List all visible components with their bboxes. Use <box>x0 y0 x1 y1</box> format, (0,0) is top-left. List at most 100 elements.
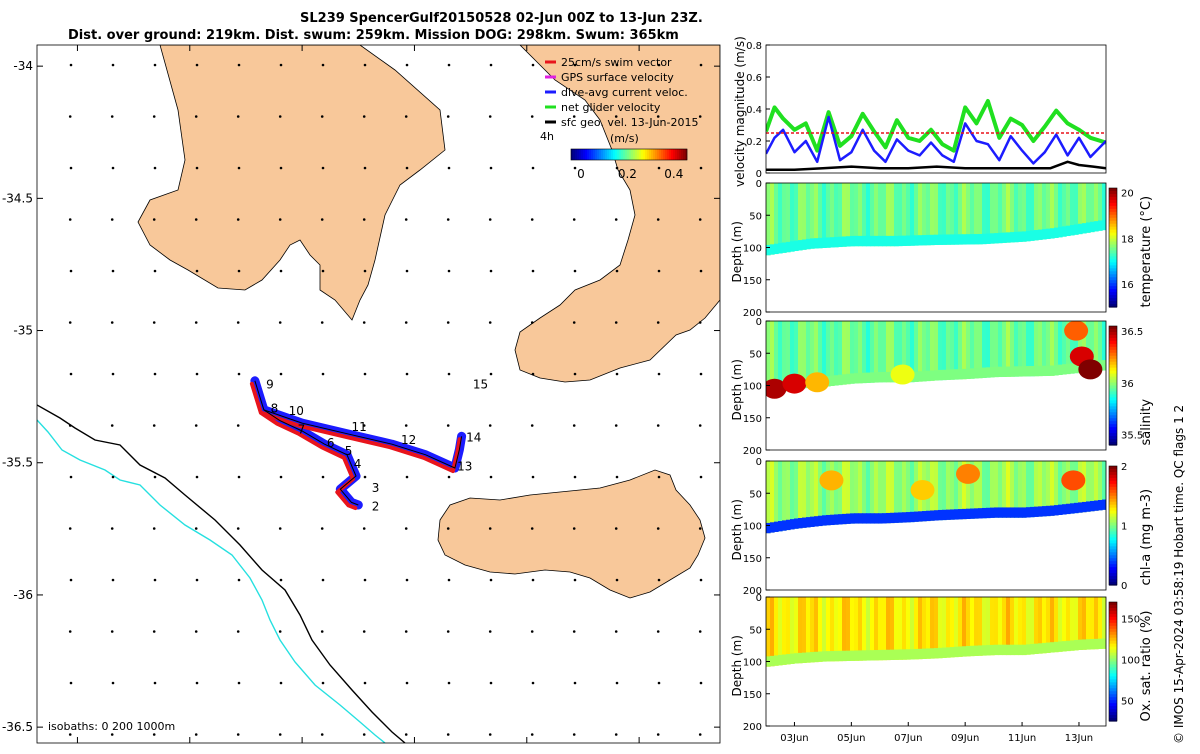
time-step-label: 4h <box>540 130 554 143</box>
time-axis: 03Jun 05Jun 07Jun 09Jun 11Jun 13Jun <box>780 722 1093 744</box>
section-bottom-layer <box>862 235 867 247</box>
section-ytick-label: 150 <box>743 554 762 565</box>
section-cell <box>830 321 835 386</box>
map-colorbar-cell <box>613 149 616 160</box>
section-colorbar-cell <box>1109 667 1117 672</box>
section-colorbar-cell <box>1109 576 1117 580</box>
title-line-1: SL239 SpencerGulf20150528 02-Jun 00Z to … <box>300 11 703 26</box>
section-hotspot <box>766 378 787 399</box>
map-colorbar-cell <box>595 149 598 160</box>
geo-velocity-dot <box>614 218 618 221</box>
section-colorbar-cell <box>1109 421 1117 425</box>
map-colorbar-cell <box>657 149 660 160</box>
section-bottom-layer <box>838 650 843 662</box>
geo-velocity-dot <box>321 475 325 479</box>
map-colorbar-cell <box>649 149 652 160</box>
section-cell <box>826 597 831 662</box>
section-colorbar-cell <box>1109 607 1117 612</box>
section-cell <box>786 597 791 665</box>
section-bottom-layer <box>978 233 983 245</box>
geo-velocity-dot <box>488 527 492 530</box>
geo-velocity-dot <box>573 166 577 170</box>
map-colorbar-cell <box>671 149 674 160</box>
section-cell <box>886 321 891 383</box>
geo-velocity-dot <box>446 218 450 221</box>
section-ytick-label: 100 <box>743 658 762 669</box>
section-cell <box>790 321 795 390</box>
geo-velocity-dot <box>279 269 283 273</box>
section-cell <box>874 321 879 383</box>
geo-velocity-dot <box>194 321 198 324</box>
section-colorbar-cell <box>1109 274 1117 278</box>
section-cell <box>1006 461 1011 518</box>
section-cell <box>894 321 899 383</box>
geo-velocity-dot <box>68 115 72 118</box>
section-colorbar-cell <box>1109 549 1117 553</box>
section-cell <box>914 321 919 382</box>
section-bottom-layer <box>1014 231 1019 243</box>
section-cell <box>1042 597 1047 654</box>
section-colorbar-cell <box>1109 352 1117 357</box>
section-bottom-layer <box>1090 500 1095 512</box>
geo-velocity-dot <box>657 681 661 685</box>
section-cell <box>814 183 819 249</box>
section-cell <box>950 597 955 658</box>
section-bottom-layer <box>1094 221 1099 232</box>
section-bottom-layer <box>1098 638 1103 649</box>
section-cell <box>866 183 871 247</box>
section-bottom-layer <box>878 513 883 524</box>
section-cell <box>1054 321 1059 376</box>
section-cell <box>1010 597 1015 656</box>
map-colorbar-cell <box>591 149 594 160</box>
section-cell <box>870 183 875 247</box>
geo-velocity-dot <box>657 578 661 582</box>
section-bottom-layer <box>1074 362 1079 374</box>
section-hotspot <box>805 372 830 393</box>
section-colorbar-cell <box>1109 525 1117 530</box>
section-cell <box>858 321 863 384</box>
section-cell <box>786 461 791 531</box>
section-bottom-layer <box>962 508 967 520</box>
section-cell <box>942 461 947 521</box>
section-cell <box>846 321 851 385</box>
section-cell <box>954 183 959 245</box>
section-ytick-label: 200 <box>743 308 762 319</box>
section-cell <box>926 321 931 382</box>
section-cell <box>930 183 935 246</box>
geo-velocity-dot <box>278 115 282 118</box>
section-cell <box>1094 597 1099 650</box>
legend-label: 25cm/s swim vector <box>561 56 672 69</box>
geo-velocity-dot <box>488 321 492 324</box>
section-colorbar-cell <box>1109 241 1117 246</box>
geo-velocity-dot <box>320 630 324 633</box>
section-bottom-layer <box>806 652 811 663</box>
section-cell <box>878 321 883 383</box>
section-ylabel: Depth (m) <box>730 221 744 282</box>
geo-velocity-dot <box>572 424 576 427</box>
day-marker-label: 10 <box>289 404 304 418</box>
geo-velocity-dot <box>698 321 702 324</box>
section-bottom-layer <box>806 517 811 528</box>
section-cell <box>914 597 919 660</box>
section-cell <box>986 597 991 656</box>
geo-velocity-dot <box>152 424 156 427</box>
section-cell <box>1086 461 1091 512</box>
section-colorbar-cell <box>1109 427 1117 431</box>
geo-velocity-dot <box>447 475 451 479</box>
footer-credit: © IMOS 15-Apr-2024 03:58:19 Hobart time.… <box>1172 405 1186 744</box>
geo-velocity-dot <box>572 115 576 118</box>
section-bottom-layer <box>970 234 975 245</box>
section-cell <box>854 183 859 247</box>
section-bottom-layer <box>922 235 927 246</box>
section-bottom-layer <box>890 235 895 247</box>
section-cell <box>1014 321 1019 377</box>
section-ytick-label: 100 <box>743 382 762 393</box>
section-cell <box>1018 461 1023 518</box>
section-bottom-layer <box>1046 365 1051 376</box>
section-bottom-layer <box>990 367 995 378</box>
section-bottom-layer <box>810 652 815 663</box>
section-cell <box>1002 183 1007 243</box>
section-bottom-layer <box>1082 223 1087 234</box>
section-cell <box>862 597 867 661</box>
